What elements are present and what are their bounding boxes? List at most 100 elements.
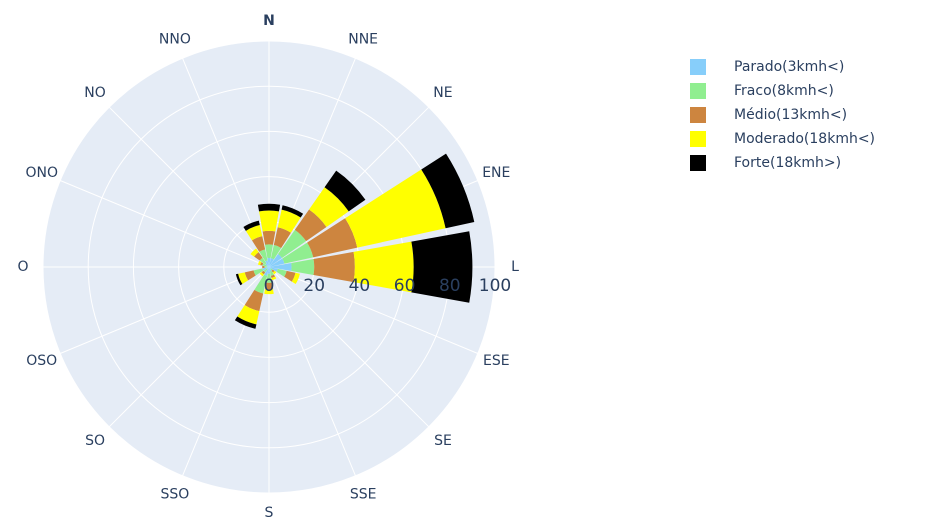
bar-segment xyxy=(237,305,260,325)
bar-segment xyxy=(345,169,446,248)
bar-segment xyxy=(269,263,292,271)
bar-segment xyxy=(271,269,275,273)
legend-label: Moderado(18kmh<) xyxy=(734,131,875,147)
bar-segment xyxy=(262,230,276,245)
angular-tick-label: SSO xyxy=(160,486,189,502)
bar-segment xyxy=(269,270,274,276)
angular-tick-label: OSO xyxy=(26,353,57,369)
bar-segment xyxy=(265,260,269,267)
angular-tick-label: SO xyxy=(85,433,105,449)
bar-segment xyxy=(281,205,304,218)
bar-segment xyxy=(253,268,264,276)
bar-segment xyxy=(272,270,277,275)
bar-segment xyxy=(266,265,269,267)
bar-segment xyxy=(291,272,300,285)
bar-segment xyxy=(262,265,265,269)
legend-label: Médio(13kmh<) xyxy=(734,107,847,123)
angular-tick-label: SSE xyxy=(350,486,377,502)
bar-segment xyxy=(294,209,327,242)
bar-segment xyxy=(264,289,274,295)
bar-segment xyxy=(269,267,272,272)
radial-tick-label: 100 xyxy=(479,276,511,296)
bar-segment xyxy=(267,267,271,274)
radial-tick-label: 60 xyxy=(394,276,416,296)
bar-segment xyxy=(261,270,266,275)
bar-segment xyxy=(276,268,287,277)
bar-segment xyxy=(244,270,256,281)
bar-segment xyxy=(353,241,414,293)
bar-segment xyxy=(260,262,264,266)
bar-segment xyxy=(238,272,249,285)
angular-tick-label: L xyxy=(511,259,519,275)
bar-segment xyxy=(266,273,272,283)
angular-tick-label: ENE xyxy=(482,165,510,181)
bar-segment xyxy=(262,267,269,271)
bar-segment xyxy=(269,267,278,272)
legend-label: Parado(3kmh<) xyxy=(734,59,844,75)
bar-segment xyxy=(262,263,268,267)
bar-segment xyxy=(263,268,268,273)
bar-segment xyxy=(267,267,269,269)
bar-segment xyxy=(265,282,273,290)
bar-segment xyxy=(257,260,262,266)
bar-segment xyxy=(309,187,349,227)
bar-segment xyxy=(234,316,257,329)
bar-segment xyxy=(264,267,269,276)
bar-segment xyxy=(254,274,268,294)
bar-segment xyxy=(243,220,260,231)
bar-segment xyxy=(269,258,274,267)
angular-grid-line xyxy=(60,266,270,354)
angular-grid-line xyxy=(108,106,270,268)
bar-segment xyxy=(269,254,282,267)
bar-segment xyxy=(259,272,264,277)
angular-tick-label: NNE xyxy=(348,32,378,48)
bar-segment xyxy=(244,289,264,312)
angular-tick-label: NO xyxy=(84,85,106,101)
bar-segment xyxy=(250,248,259,257)
radial-tick-label: 20 xyxy=(303,276,325,296)
angular-grid-line xyxy=(60,180,270,268)
bar-segment xyxy=(254,252,263,261)
bar-segment xyxy=(264,266,267,268)
angular-tick-label: S xyxy=(265,505,274,519)
angular-grid-line xyxy=(268,266,356,476)
bar-segment xyxy=(259,257,267,265)
legend-swatch xyxy=(690,83,706,99)
bar-segment xyxy=(235,273,243,286)
bar-segment xyxy=(251,236,266,252)
legend-swatch xyxy=(690,59,706,75)
bar-segment xyxy=(245,225,263,241)
radial-tick-label: 40 xyxy=(349,276,371,296)
radial-tick-label: 80 xyxy=(439,276,461,296)
bar-segment xyxy=(257,203,281,212)
angular-tick-label: O xyxy=(17,259,28,275)
bar-segment xyxy=(284,270,296,282)
bar-segment xyxy=(259,210,279,232)
radial-tick-label: 0 xyxy=(264,276,275,296)
angular-tick-label: SE xyxy=(434,433,452,449)
bar-segment xyxy=(267,257,271,267)
angular-tick-label: N xyxy=(263,13,275,29)
legend-swatch xyxy=(690,107,706,123)
bar-segment xyxy=(307,218,358,258)
angular-tick-label: NE xyxy=(433,85,452,101)
bar-segment xyxy=(324,170,366,212)
angular-tick-label: NNO xyxy=(159,32,191,48)
radial-grid-line xyxy=(42,40,496,494)
bar-segment xyxy=(411,231,473,303)
angular-grid-line xyxy=(268,266,478,354)
bar-segment xyxy=(278,229,307,258)
bar-segment xyxy=(259,249,268,262)
bar-segment xyxy=(270,268,273,271)
bar-segment xyxy=(266,266,269,268)
bar-segment xyxy=(269,267,271,269)
angular-grid-line xyxy=(268,266,430,428)
angular-tick-label: ONO xyxy=(25,165,58,181)
bar-segment xyxy=(273,227,291,248)
bar-segment xyxy=(270,274,276,279)
bar-segment xyxy=(277,209,301,233)
bar-segment xyxy=(265,263,269,267)
angular-grid-line xyxy=(108,266,270,428)
bar-segment xyxy=(270,244,282,260)
